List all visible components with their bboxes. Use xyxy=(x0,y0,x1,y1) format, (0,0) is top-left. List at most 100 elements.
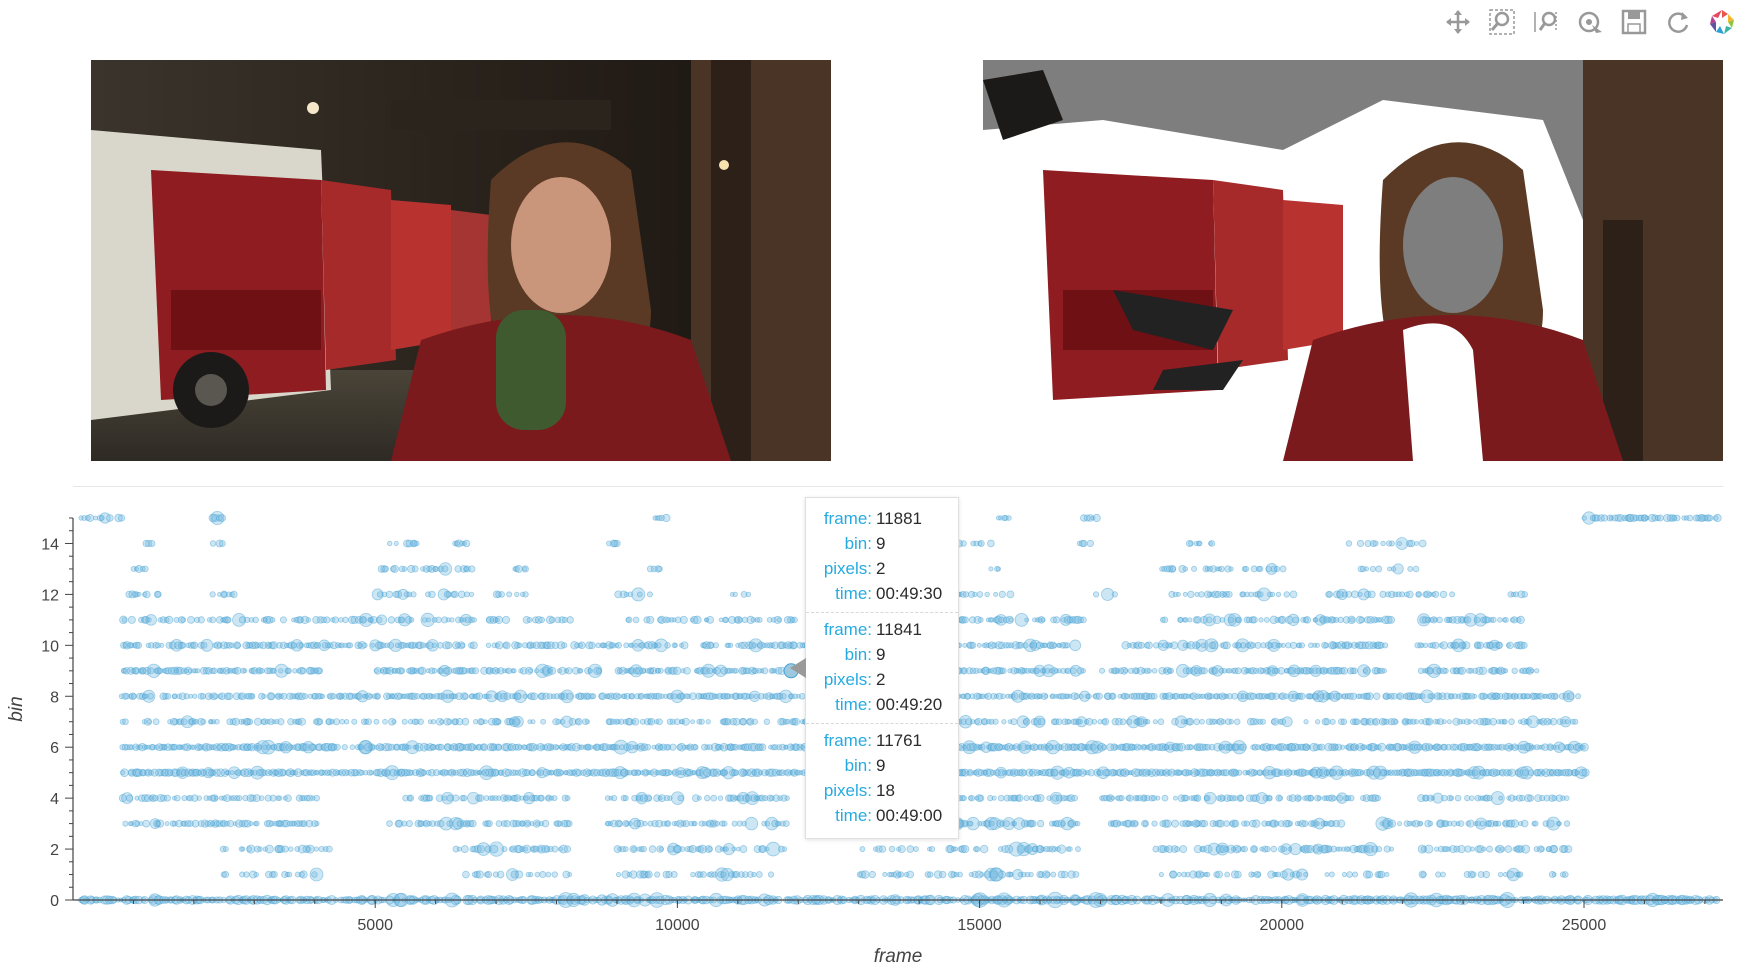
scatter-point[interactable] xyxy=(401,718,408,725)
scatter-point[interactable] xyxy=(1489,717,1498,726)
scatter-point[interactable] xyxy=(1435,871,1442,878)
scatter-point[interactable] xyxy=(1234,667,1242,675)
scatter-point[interactable] xyxy=(408,617,415,623)
scatter-point[interactable] xyxy=(121,617,128,623)
scatter-point[interactable] xyxy=(343,719,350,725)
scatter-point[interactable] xyxy=(1353,718,1361,726)
scatter-point[interactable] xyxy=(534,821,540,827)
scatter-point[interactable] xyxy=(1519,794,1526,802)
scatter-point[interactable] xyxy=(1289,590,1298,599)
scatter-point[interactable] xyxy=(673,642,678,648)
scatter-point[interactable] xyxy=(1507,768,1517,777)
scatter-point[interactable] xyxy=(501,846,508,853)
scatter-point[interactable] xyxy=(957,871,963,878)
scatter-point[interactable] xyxy=(648,845,657,853)
scatter-point[interactable] xyxy=(700,871,707,878)
scatter-point[interactable] xyxy=(584,719,590,725)
scatter-point[interactable] xyxy=(1071,794,1078,802)
scatter-point[interactable] xyxy=(1351,667,1358,675)
scatter-point[interactable] xyxy=(511,668,517,674)
scatter-point[interactable] xyxy=(1110,795,1116,801)
scatter-point[interactable] xyxy=(1495,641,1503,649)
scatter-point[interactable] xyxy=(861,870,870,879)
scatter-point[interactable] xyxy=(698,718,705,725)
scatter-point[interactable] xyxy=(195,668,201,674)
scatter-point[interactable] xyxy=(420,769,427,776)
scatter-point[interactable] xyxy=(784,795,790,801)
scatter-point[interactable] xyxy=(188,693,194,699)
scatter-point[interactable] xyxy=(445,641,453,649)
scatter-point[interactable] xyxy=(417,666,427,675)
scatter-point[interactable] xyxy=(257,846,263,852)
scatter-point[interactable] xyxy=(122,718,129,726)
scatter-point[interactable] xyxy=(522,693,528,699)
scatter-point[interactable] xyxy=(1341,871,1348,878)
scatter-point[interactable] xyxy=(243,871,250,878)
scatter-point[interactable] xyxy=(615,871,622,878)
scatter-point[interactable] xyxy=(1259,718,1266,725)
scatter-point[interactable] xyxy=(218,540,226,547)
scatter-point[interactable] xyxy=(159,642,165,648)
scatter-point[interactable] xyxy=(1170,641,1179,650)
scatter-point[interactable] xyxy=(1255,871,1262,878)
scatter-point[interactable] xyxy=(222,871,230,879)
scatter-point[interactable] xyxy=(234,642,242,649)
scatter-point[interactable] xyxy=(1200,667,1208,675)
scatter-point[interactable] xyxy=(135,641,143,649)
reset-tool[interactable] xyxy=(1663,7,1693,37)
scatter-point[interactable] xyxy=(1095,692,1103,700)
scatter-point[interactable] xyxy=(1024,617,1030,623)
scatter-point[interactable] xyxy=(1216,819,1225,828)
scatter-point[interactable] xyxy=(1337,819,1346,828)
scatter-point[interactable] xyxy=(1399,591,1406,598)
scatter-point[interactable] xyxy=(190,641,199,650)
scatter-point[interactable] xyxy=(468,565,476,573)
scatter-point[interactable] xyxy=(1377,742,1387,752)
scatter-point[interactable] xyxy=(704,794,711,802)
scatter-point[interactable] xyxy=(152,718,160,726)
scatter-point[interactable] xyxy=(1502,616,1509,623)
scatter-point[interactable] xyxy=(878,845,887,853)
scatter-point[interactable] xyxy=(325,845,333,853)
box-zoom-tool[interactable] xyxy=(1487,7,1517,37)
scatter-point[interactable] xyxy=(1052,616,1061,624)
scatter-point[interactable] xyxy=(998,590,1006,599)
scatter-point[interactable] xyxy=(1028,871,1034,878)
scatter-point[interactable] xyxy=(962,591,970,598)
scatter-point[interactable] xyxy=(349,744,356,751)
scatter-point[interactable] xyxy=(463,591,470,598)
scatter-point[interactable] xyxy=(373,718,380,725)
scatter-point[interactable] xyxy=(387,616,396,624)
scatter-point[interactable] xyxy=(1432,590,1440,598)
scatter-point[interactable] xyxy=(1176,872,1182,878)
scatter-point[interactable] xyxy=(1191,565,1198,572)
scatter-point[interactable] xyxy=(269,616,276,623)
scatter-point[interactable] xyxy=(1000,693,1007,700)
scatter-point[interactable] xyxy=(739,845,748,853)
scatter-point[interactable] xyxy=(1476,641,1485,650)
scatter-point[interactable] xyxy=(405,820,413,828)
scatter-point[interactable] xyxy=(226,819,234,828)
scatter-point[interactable] xyxy=(316,667,324,674)
scatter-point[interactable] xyxy=(1339,744,1346,750)
scatter-point[interactable] xyxy=(485,820,493,828)
scatter-point[interactable] xyxy=(1364,566,1370,572)
scatter-point[interactable] xyxy=(1273,565,1281,573)
scatter-point[interactable] xyxy=(214,718,220,725)
scatter-point[interactable] xyxy=(1118,795,1125,802)
scatter-point[interactable] xyxy=(528,769,536,777)
scatter-point[interactable] xyxy=(313,794,320,802)
scatter-point[interactable] xyxy=(444,666,453,675)
scatter-point[interactable] xyxy=(1365,870,1374,879)
scatter-point[interactable] xyxy=(1377,870,1386,879)
scatter-point[interactable] xyxy=(164,692,172,700)
scatter-point[interactable] xyxy=(209,540,217,547)
scatter-point[interactable] xyxy=(253,871,259,878)
scatter-point[interactable] xyxy=(538,616,546,624)
scatter-point[interactable] xyxy=(1111,591,1118,598)
scatter-point[interactable] xyxy=(426,617,431,623)
scatter-point[interactable] xyxy=(673,666,682,675)
scatter-point[interactable] xyxy=(939,870,947,879)
scatter-point[interactable] xyxy=(391,719,397,725)
scatter-point[interactable] xyxy=(753,693,759,699)
